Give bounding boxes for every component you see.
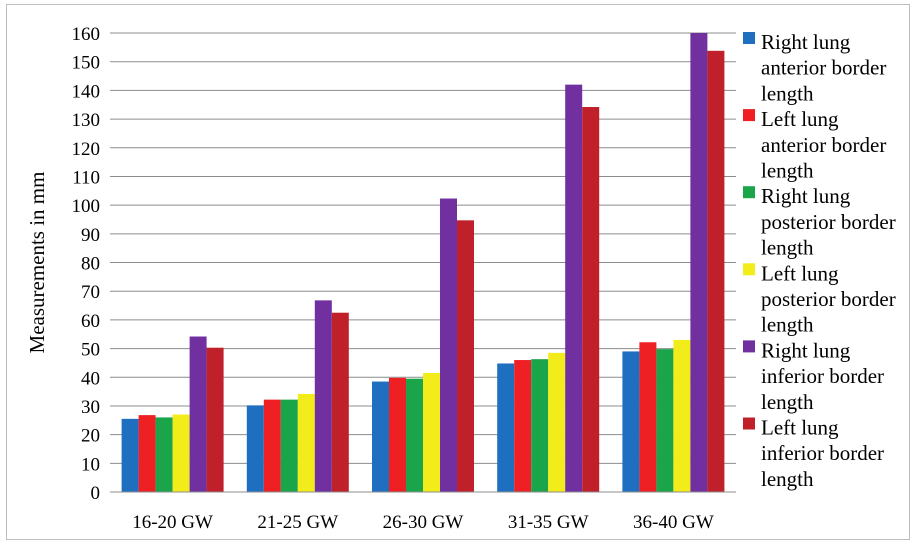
bar xyxy=(531,359,549,492)
x-tick-label: 21-25 GW xyxy=(257,512,338,533)
y-tick-label: 70 xyxy=(81,282,100,303)
legend-label: Left lung inferior border length xyxy=(761,416,884,491)
legend-label-line: length xyxy=(761,313,814,337)
bar xyxy=(263,399,281,492)
bar xyxy=(514,360,532,492)
legend-swatch xyxy=(743,340,755,353)
y-tick-label: 140 xyxy=(72,81,101,102)
y-tick-label: 30 xyxy=(81,397,100,418)
y-tick-label: 150 xyxy=(72,53,101,74)
bar xyxy=(314,300,332,492)
bar xyxy=(246,405,264,492)
legend-label-line: length xyxy=(761,390,814,414)
y-tick-label: 80 xyxy=(81,254,100,275)
legend-swatch xyxy=(743,417,755,430)
bar xyxy=(297,393,315,492)
y-tick-label: 130 xyxy=(72,110,101,131)
y-axis-ticks: 0 10 20 30 40 50 60 70 80 90 100 110 120 130 140 150 160 xyxy=(72,24,101,504)
legend-label-line: Left lung xyxy=(761,261,839,285)
legend-label: Left lung anterior border length xyxy=(761,107,886,182)
bar xyxy=(707,50,725,492)
y-tick-label: 20 xyxy=(81,426,100,447)
bar xyxy=(622,351,640,492)
bar xyxy=(206,347,224,492)
legend-label-line: posterior border xyxy=(761,210,896,234)
legend-label-line: Left lung xyxy=(761,107,839,131)
bar xyxy=(280,399,298,492)
legend-swatch xyxy=(743,263,755,276)
bar xyxy=(172,414,190,492)
bar xyxy=(440,198,457,493)
bar xyxy=(155,417,173,492)
legend-swatch xyxy=(743,109,755,122)
y-tick-label: 100 xyxy=(72,196,101,217)
y-tick-label: 160 xyxy=(72,24,101,45)
x-tick-label: 36-40 GW xyxy=(633,512,714,533)
legend-label-line: Left lung xyxy=(761,416,839,440)
legend-label-line: length xyxy=(761,81,814,105)
bar xyxy=(690,33,708,492)
bar xyxy=(457,220,474,492)
bar xyxy=(582,107,600,493)
legend-swatch xyxy=(743,32,755,44)
legend-label-line: anterior border xyxy=(761,56,886,80)
x-tick-label: 26-30 GW xyxy=(383,512,464,533)
y-tick-label: 50 xyxy=(81,340,100,361)
legend-label-line: Right lung xyxy=(761,184,851,208)
bar xyxy=(372,381,389,492)
bar xyxy=(138,415,156,492)
y-tick-label: 40 xyxy=(81,368,100,389)
legend-label: Right lung anterior border length xyxy=(761,30,886,105)
bar xyxy=(497,363,515,492)
x-tick-label: 16-20 GW xyxy=(132,512,213,533)
legend-label-line: inferior border xyxy=(761,441,884,465)
x-axis-ticks: 16-20 GW 21-25 GW 26-30 GW 31-35 GW 36-40 GW xyxy=(132,512,714,533)
bar xyxy=(423,372,440,492)
legend-label-line: anterior border xyxy=(761,133,886,157)
legend-label: Right lung inferior border length xyxy=(761,338,884,413)
bar xyxy=(548,352,566,492)
bars xyxy=(121,33,725,493)
x-tick-label: 31-35 GW xyxy=(508,512,589,533)
legend-label: Right lung posterior border length xyxy=(761,184,896,259)
legend-label-line: inferior border xyxy=(761,364,884,388)
legend-label-line: length xyxy=(761,467,814,491)
bar xyxy=(331,312,349,492)
legend-label-line: length xyxy=(761,159,814,183)
bar xyxy=(389,377,406,492)
legend-label-line: Right lung xyxy=(761,30,851,54)
y-tick-label: 110 xyxy=(72,167,100,188)
bar xyxy=(189,336,207,492)
y-tick-label: 60 xyxy=(81,311,100,332)
bar xyxy=(121,418,139,492)
legend-label: Left lung posterior border length xyxy=(761,261,896,336)
y-tick-label: 0 xyxy=(91,483,101,504)
bar xyxy=(639,342,657,492)
legend-swatch xyxy=(743,186,755,199)
y-tick-label: 120 xyxy=(72,139,101,160)
y-axis-title: Measurements in mm xyxy=(25,172,49,354)
bar xyxy=(406,378,423,492)
bar xyxy=(565,84,583,492)
y-tick-label: 90 xyxy=(81,225,100,246)
bar xyxy=(673,339,691,492)
legend-label-line: posterior border xyxy=(761,287,896,311)
bar xyxy=(656,349,674,492)
legend-label-line: Right lung xyxy=(761,338,851,362)
legend-label-line: length xyxy=(761,236,814,260)
y-tick-label: 10 xyxy=(81,454,100,475)
